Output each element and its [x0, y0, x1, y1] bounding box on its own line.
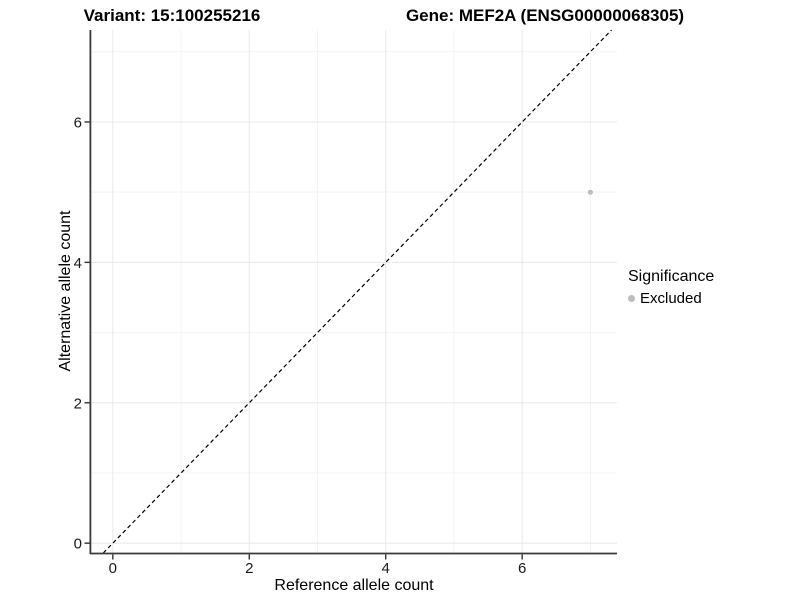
x-tick-label: 0 — [109, 560, 117, 577]
data-point — [587, 189, 593, 195]
y-tick-label: 0 — [74, 536, 82, 553]
x-tick-label: 6 — [518, 560, 526, 577]
x-tick-label: 2 — [245, 560, 253, 577]
excluded-point-swatch-icon — [628, 295, 635, 302]
identity-dashed-line — [102, 29, 612, 554]
y-tick-label: 2 — [74, 395, 82, 412]
legend-item-label: Excluded — [640, 290, 702, 307]
y-tick-label: 4 — [74, 255, 82, 272]
variant-title: Variant: 15:100255216 — [83, 6, 261, 25]
x-axis-title: Reference allele count — [274, 577, 434, 594]
legend: Significance Excluded — [628, 268, 714, 307]
gene-title: Gene: MEF2A (ENSG00000068305) — [405, 6, 685, 25]
legend-title: Significance — [628, 268, 715, 285]
x-tick-label: 4 — [382, 560, 390, 577]
y-tick-label: 6 — [74, 114, 82, 131]
y-axis-title: Alternative allele count — [57, 210, 74, 372]
legend-item-excluded: Excluded — [628, 290, 714, 307]
